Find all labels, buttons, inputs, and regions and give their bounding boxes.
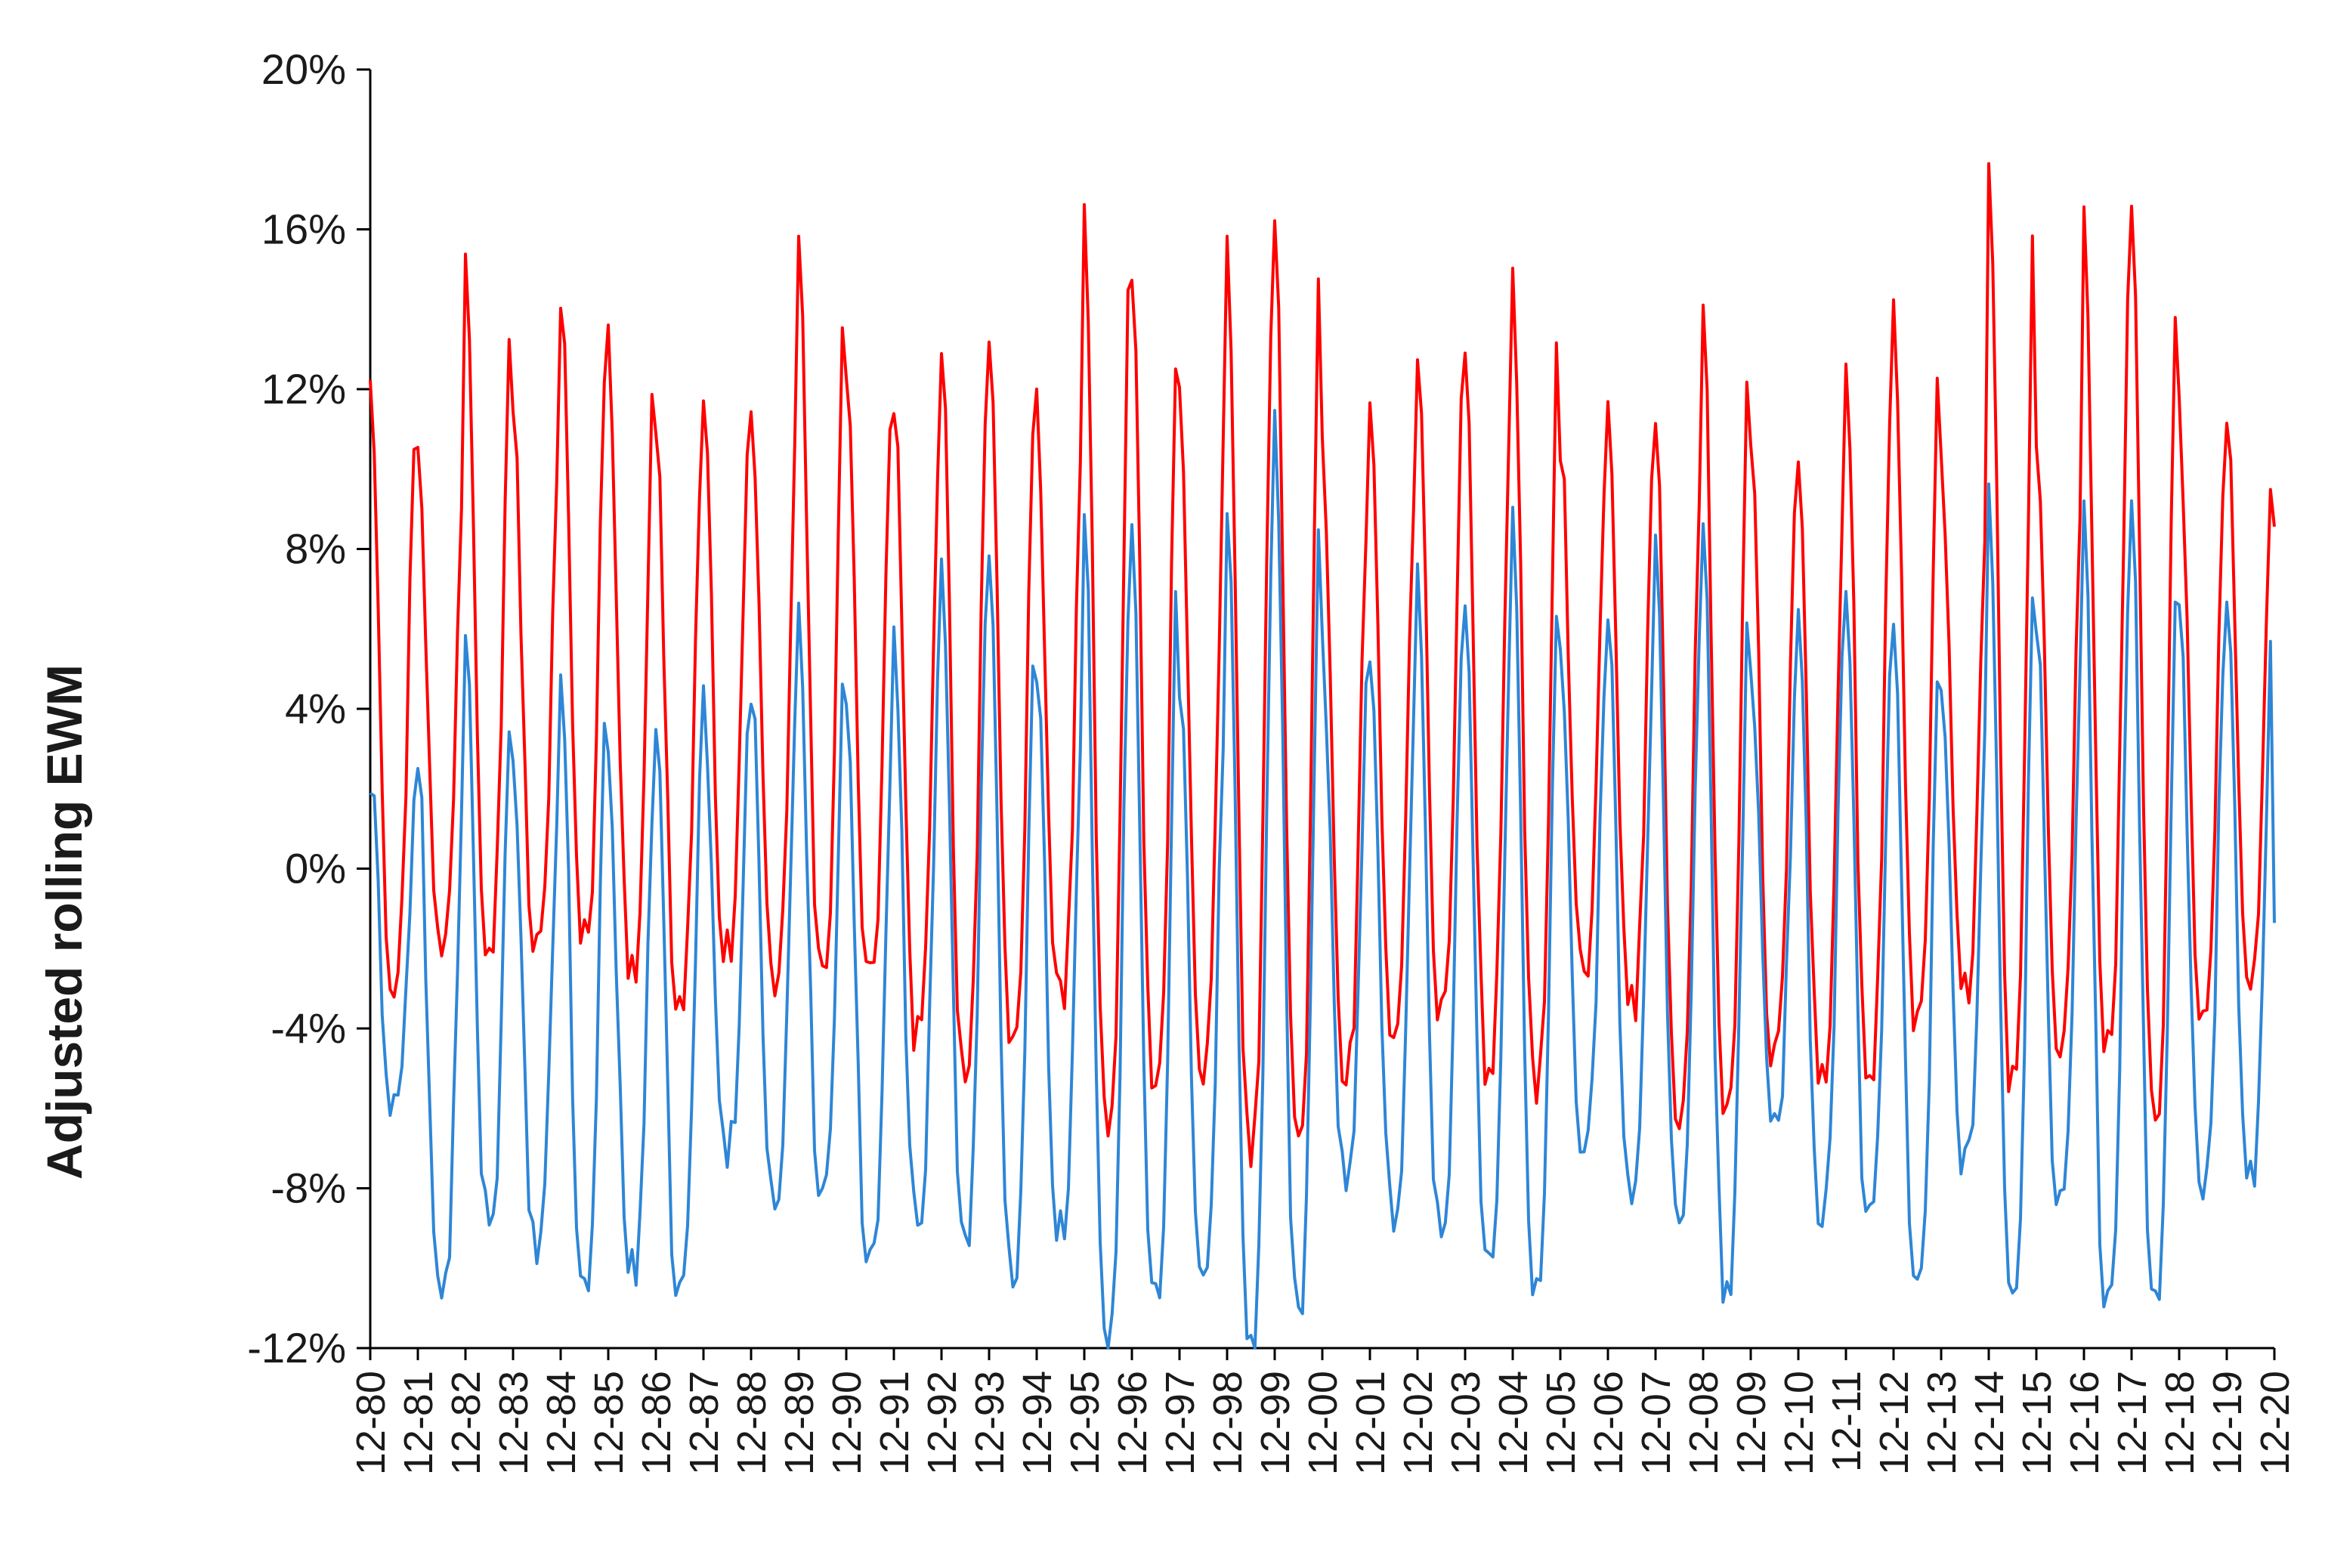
x-tick-label: 12-08 <box>1681 1371 1727 1475</box>
y-tick-label: 0% <box>285 845 346 892</box>
x-tick-label: 12-88 <box>729 1371 774 1475</box>
y-tick-label: 16% <box>261 206 346 253</box>
x-tick-label: 12-99 <box>1253 1371 1298 1475</box>
x-tick-label: 12-95 <box>1062 1371 1108 1475</box>
x-tick-label: 12-13 <box>1919 1371 1965 1475</box>
y-tick-label: 8% <box>285 525 346 573</box>
x-tick-label: 12-80 <box>348 1371 394 1475</box>
x-tick-label: 12-86 <box>634 1371 679 1475</box>
x-tick-label: 12-04 <box>1491 1371 1536 1475</box>
x-tick-label: 12-89 <box>777 1371 822 1475</box>
x-tick-label: 12-81 <box>396 1371 441 1475</box>
x-tick-label: 12-19 <box>2205 1371 2250 1475</box>
x-tick-label: 12-91 <box>872 1371 917 1475</box>
x-tick-label: 12-17 <box>2110 1371 2155 1475</box>
x-tick-label: 12-05 <box>1538 1371 1584 1475</box>
x-tick-label: 12-87 <box>682 1371 727 1475</box>
x-tick-label: 12-07 <box>1634 1371 1679 1475</box>
x-tick-label: 12-93 <box>967 1371 1013 1475</box>
series-line-red <box>369 162 2276 1168</box>
x-tick-label: 12-10 <box>1776 1371 1822 1475</box>
x-tick-label: 12-03 <box>1443 1371 1489 1475</box>
x-tick-label: 12-85 <box>586 1371 632 1475</box>
x-tick-label: 12-12 <box>1872 1371 1917 1475</box>
x-tick-label: 12-18 <box>2157 1371 2203 1475</box>
x-tick-label: 12-00 <box>1300 1371 1346 1475</box>
x-tick-label: 12-83 <box>491 1371 536 1475</box>
x-tick-label: 12-96 <box>1110 1371 1155 1475</box>
x-tick-label: 12-06 <box>1586 1371 1631 1475</box>
y-tick-label: 4% <box>285 685 346 732</box>
x-tick-label: 12-16 <box>2062 1371 2107 1475</box>
series-layer <box>369 162 2276 1350</box>
y-tick-label: -12% <box>247 1324 346 1372</box>
x-tick-label: 12-09 <box>1729 1371 1774 1475</box>
x-tick-label: 12-15 <box>2014 1371 2060 1475</box>
labels: Adjusted rolling EWM <box>36 664 92 1180</box>
x-tick-label: 12-94 <box>1015 1371 1060 1475</box>
y-tick-label: -8% <box>271 1164 346 1212</box>
x-tick-label: 12-82 <box>444 1371 489 1475</box>
x-tick-label: 12-90 <box>824 1371 870 1475</box>
x-tick-label: 12-84 <box>539 1371 584 1475</box>
y-tick-label: -4% <box>271 1004 346 1052</box>
x-tick-label: 12-98 <box>1205 1371 1251 1475</box>
x-tick-label: 12-20 <box>2252 1371 2298 1475</box>
x-tick-label: 12-92 <box>920 1371 965 1475</box>
y-tick-label: 12% <box>261 365 346 413</box>
x-tick-label: 12-01 <box>1348 1371 1393 1475</box>
series-line-blue <box>369 409 2276 1350</box>
x-tick-label: 12-97 <box>1158 1371 1203 1475</box>
axes: -12% -8% -4% 0% 4% 8% 12% 16% 20% 12-80 12-81 12-82… <box>247 45 2298 1475</box>
x-tick-label: 12-11 <box>1824 1371 1869 1472</box>
x-tick-label: 12-02 <box>1396 1371 1441 1475</box>
x-tick-label: 12-14 <box>1967 1371 2012 1475</box>
y-axis-label: Adjusted rolling EWM <box>36 664 92 1180</box>
y-tick-label: 20% <box>261 45 346 93</box>
